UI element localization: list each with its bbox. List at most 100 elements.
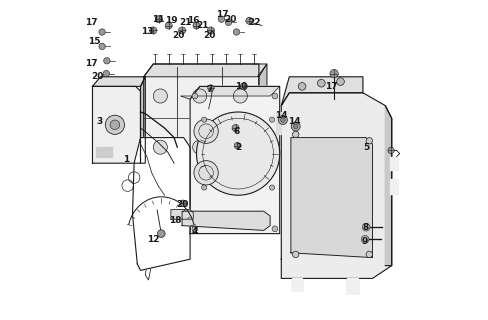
Circle shape bbox=[192, 93, 197, 99]
Circle shape bbox=[361, 236, 368, 243]
Circle shape bbox=[293, 124, 297, 129]
Text: 10: 10 bbox=[235, 82, 247, 91]
Polygon shape bbox=[96, 147, 111, 157]
Text: 11: 11 bbox=[152, 15, 164, 24]
Circle shape bbox=[278, 116, 287, 124]
Circle shape bbox=[280, 118, 285, 122]
Text: 4: 4 bbox=[191, 228, 198, 236]
Circle shape bbox=[336, 78, 344, 85]
Circle shape bbox=[387, 147, 393, 154]
Circle shape bbox=[245, 17, 252, 24]
Text: 20: 20 bbox=[172, 31, 185, 40]
Polygon shape bbox=[290, 138, 372, 258]
Circle shape bbox=[192, 140, 206, 154]
Text: 5: 5 bbox=[362, 143, 368, 152]
Circle shape bbox=[155, 16, 162, 23]
Polygon shape bbox=[143, 64, 266, 77]
Polygon shape bbox=[92, 77, 145, 86]
Circle shape bbox=[240, 83, 247, 90]
Circle shape bbox=[269, 185, 274, 190]
Circle shape bbox=[180, 200, 186, 206]
Circle shape bbox=[194, 119, 218, 143]
Text: 14: 14 bbox=[287, 117, 300, 126]
Circle shape bbox=[233, 29, 239, 35]
Text: 22: 22 bbox=[247, 18, 260, 27]
Circle shape bbox=[192, 226, 197, 232]
Text: 19: 19 bbox=[164, 16, 177, 25]
Circle shape bbox=[207, 27, 214, 34]
Text: 17: 17 bbox=[85, 18, 98, 27]
Text: 17: 17 bbox=[215, 10, 228, 19]
Polygon shape bbox=[143, 64, 258, 176]
Circle shape bbox=[193, 22, 200, 29]
Circle shape bbox=[149, 27, 157, 34]
Polygon shape bbox=[346, 278, 357, 293]
Polygon shape bbox=[182, 211, 269, 230]
Circle shape bbox=[178, 27, 185, 34]
Circle shape bbox=[196, 112, 279, 195]
Text: 12: 12 bbox=[147, 236, 159, 244]
Text: 17: 17 bbox=[85, 60, 98, 68]
Circle shape bbox=[201, 185, 206, 190]
Circle shape bbox=[329, 69, 338, 78]
Circle shape bbox=[194, 161, 218, 185]
Polygon shape bbox=[140, 77, 145, 163]
Circle shape bbox=[233, 89, 247, 103]
Polygon shape bbox=[292, 278, 302, 290]
Polygon shape bbox=[276, 112, 281, 134]
Circle shape bbox=[103, 58, 110, 64]
Circle shape bbox=[201, 117, 206, 122]
Circle shape bbox=[233, 140, 247, 154]
Text: 6: 6 bbox=[233, 127, 239, 136]
Text: 16: 16 bbox=[187, 16, 199, 25]
Text: 14: 14 bbox=[274, 111, 287, 120]
Circle shape bbox=[317, 79, 325, 87]
Text: 15: 15 bbox=[88, 37, 100, 46]
Circle shape bbox=[207, 85, 214, 91]
Polygon shape bbox=[389, 157, 397, 170]
Circle shape bbox=[105, 115, 124, 134]
Polygon shape bbox=[281, 77, 362, 106]
Polygon shape bbox=[132, 138, 190, 270]
Text: 21: 21 bbox=[196, 21, 209, 30]
Polygon shape bbox=[281, 93, 391, 278]
Circle shape bbox=[271, 93, 277, 99]
Text: 7: 7 bbox=[205, 85, 212, 94]
Circle shape bbox=[234, 142, 240, 149]
Text: 21: 21 bbox=[179, 18, 191, 27]
Circle shape bbox=[291, 122, 300, 131]
Circle shape bbox=[99, 43, 105, 50]
Circle shape bbox=[269, 117, 274, 122]
Text: 20: 20 bbox=[176, 200, 188, 209]
Text: 18: 18 bbox=[169, 216, 182, 225]
Text: 20: 20 bbox=[91, 72, 103, 81]
Text: 2: 2 bbox=[235, 143, 241, 152]
Polygon shape bbox=[180, 86, 279, 99]
Circle shape bbox=[231, 124, 239, 132]
Polygon shape bbox=[385, 106, 391, 266]
Polygon shape bbox=[389, 179, 397, 194]
Text: 8: 8 bbox=[362, 223, 368, 232]
Circle shape bbox=[292, 251, 298, 258]
Polygon shape bbox=[92, 86, 140, 163]
Circle shape bbox=[192, 89, 206, 103]
Circle shape bbox=[225, 19, 231, 26]
Circle shape bbox=[157, 230, 165, 237]
Text: 9: 9 bbox=[361, 237, 367, 246]
Circle shape bbox=[153, 89, 167, 103]
Text: 17: 17 bbox=[324, 82, 337, 91]
Circle shape bbox=[292, 131, 298, 138]
Polygon shape bbox=[190, 86, 279, 234]
Circle shape bbox=[110, 120, 120, 130]
Polygon shape bbox=[170, 210, 193, 219]
Circle shape bbox=[103, 70, 109, 77]
Circle shape bbox=[362, 223, 369, 231]
Circle shape bbox=[153, 140, 167, 154]
Polygon shape bbox=[258, 64, 266, 176]
Circle shape bbox=[218, 16, 224, 22]
Text: 13: 13 bbox=[141, 28, 153, 36]
Circle shape bbox=[366, 138, 372, 144]
Circle shape bbox=[366, 251, 372, 258]
Text: 1: 1 bbox=[122, 156, 129, 164]
Circle shape bbox=[271, 226, 277, 232]
